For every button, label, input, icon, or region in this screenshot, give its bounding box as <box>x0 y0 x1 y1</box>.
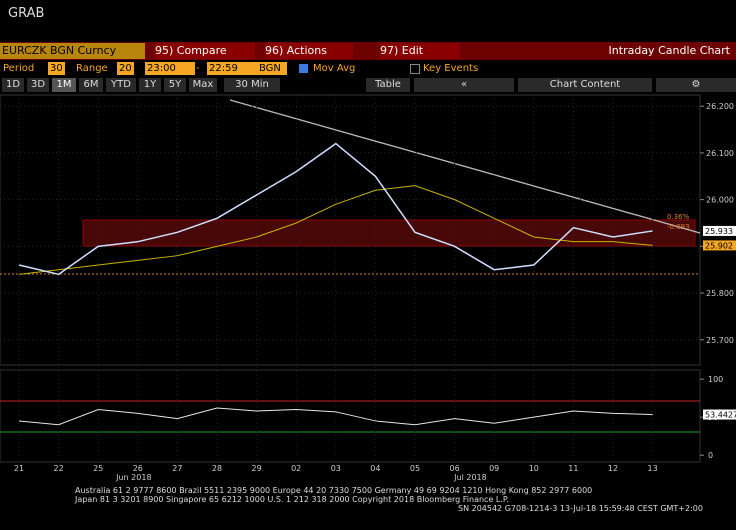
series-line <box>18 142 653 276</box>
mov-avg-label: Mov Avg <box>313 63 356 74</box>
period-input[interactable]: 30 <box>48 62 65 75</box>
x-tick-label: 28 <box>212 464 222 473</box>
y-tick-label: 26.000 <box>706 196 734 205</box>
security-field[interactable]: EURCZK BGN Curncy <box>0 43 145 59</box>
table-button[interactable]: Table <box>366 78 410 92</box>
range-button[interactable]: 5Y <box>164 78 186 92</box>
x-tick-label: 10 <box>529 464 539 473</box>
x-tick-label: 13 <box>648 464 658 473</box>
annotation: -0.093 <box>667 223 690 231</box>
x-tick-label: 25 <box>93 464 103 473</box>
y-tick-label: 26.200 <box>706 102 734 111</box>
value-tag-label: 53.4427 <box>705 411 736 420</box>
series-line <box>18 185 653 275</box>
range-button[interactable]: 1Y <box>139 78 161 92</box>
series-line <box>18 407 653 426</box>
window-title: GRAB <box>8 6 45 21</box>
source-input[interactable]: BGN <box>257 62 287 75</box>
compare-button[interactable]: 95) Compare <box>155 43 255 59</box>
x-tick-label: 27 <box>172 464 182 473</box>
x-tick-label: 09 <box>489 464 499 473</box>
range-button[interactable]: 3D <box>27 78 49 92</box>
range-button[interactable]: 1D <box>2 78 24 92</box>
x-tick-label: 26 <box>133 464 143 473</box>
footer: Japan 81 3 3201 8900 Singapore 65 6212 1… <box>74 495 509 504</box>
y-tick-label: 25.700 <box>706 336 734 345</box>
value-tag-label: 25.933 <box>705 227 733 236</box>
settings-button[interactable]: ⚙ <box>656 78 736 92</box>
key-events-label: Key Events <box>423 63 479 74</box>
range-button[interactable]: 1M <box>52 78 76 92</box>
rsi-panel <box>0 369 701 463</box>
rsi-tick-label: 100 <box>708 375 723 384</box>
y-tick-label: 26.100 <box>706 149 734 158</box>
period-label: Period <box>3 63 35 74</box>
separator: - <box>196 63 200 74</box>
footer: SN 204542 G708-1214-3 13-Jul-18 15:59:48… <box>458 504 703 513</box>
end-input[interactable]: 22:59 <box>207 62 257 75</box>
value-tag-label: 25.902 <box>705 241 733 250</box>
trend-line <box>229 99 701 234</box>
x-tick-label: 12 <box>608 464 618 473</box>
month-label: Jun 2018 <box>115 473 151 482</box>
annotation: 0.36% <box>667 213 690 221</box>
back-button[interactable]: « <box>414 78 514 92</box>
rsi-tick-label: 0 <box>708 451 713 460</box>
value-tag <box>703 225 736 236</box>
y-tick-label: 25.800 <box>706 289 734 298</box>
footer: Australia 61 2 9777 8600 Brazil 5511 239… <box>75 486 592 495</box>
x-tick-label: 04 <box>370 464 380 473</box>
x-tick-label: 02 <box>291 464 301 473</box>
chart-type: Intraday Candle Chart <box>608 44 730 57</box>
x-tick-label: 21 <box>14 464 24 473</box>
x-tick-label: 29 <box>252 464 262 473</box>
interval-dropdown[interactable]: 30 Min <box>224 78 280 92</box>
mov-avg-checkbox[interactable] <box>299 64 308 73</box>
range-button[interactable]: Max <box>189 78 217 92</box>
x-tick-label: 03 <box>331 464 341 473</box>
chart-content-button[interactable]: Chart Content <box>518 78 652 92</box>
month-label: Jul 2018 <box>453 473 487 482</box>
x-tick-label: 06 <box>450 464 460 473</box>
x-tick-label: 05 <box>410 464 420 473</box>
x-tick-label: 11 <box>568 464 578 473</box>
actions-button[interactable]: 96) Actions <box>265 43 353 59</box>
range-button[interactable]: YTD <box>106 78 136 92</box>
x-tick-label: 22 <box>54 464 64 473</box>
range-button[interactable]: 6M <box>79 78 103 92</box>
start-input[interactable]: 23:00 <box>145 62 195 75</box>
key-events-checkbox[interactable] <box>410 64 420 74</box>
range-label: Range <box>76 63 108 74</box>
value-tag <box>703 409 736 420</box>
value-tag <box>703 240 736 251</box>
range-input[interactable]: 20 <box>117 62 134 75</box>
edit-button[interactable]: 97) Edit <box>380 43 460 59</box>
